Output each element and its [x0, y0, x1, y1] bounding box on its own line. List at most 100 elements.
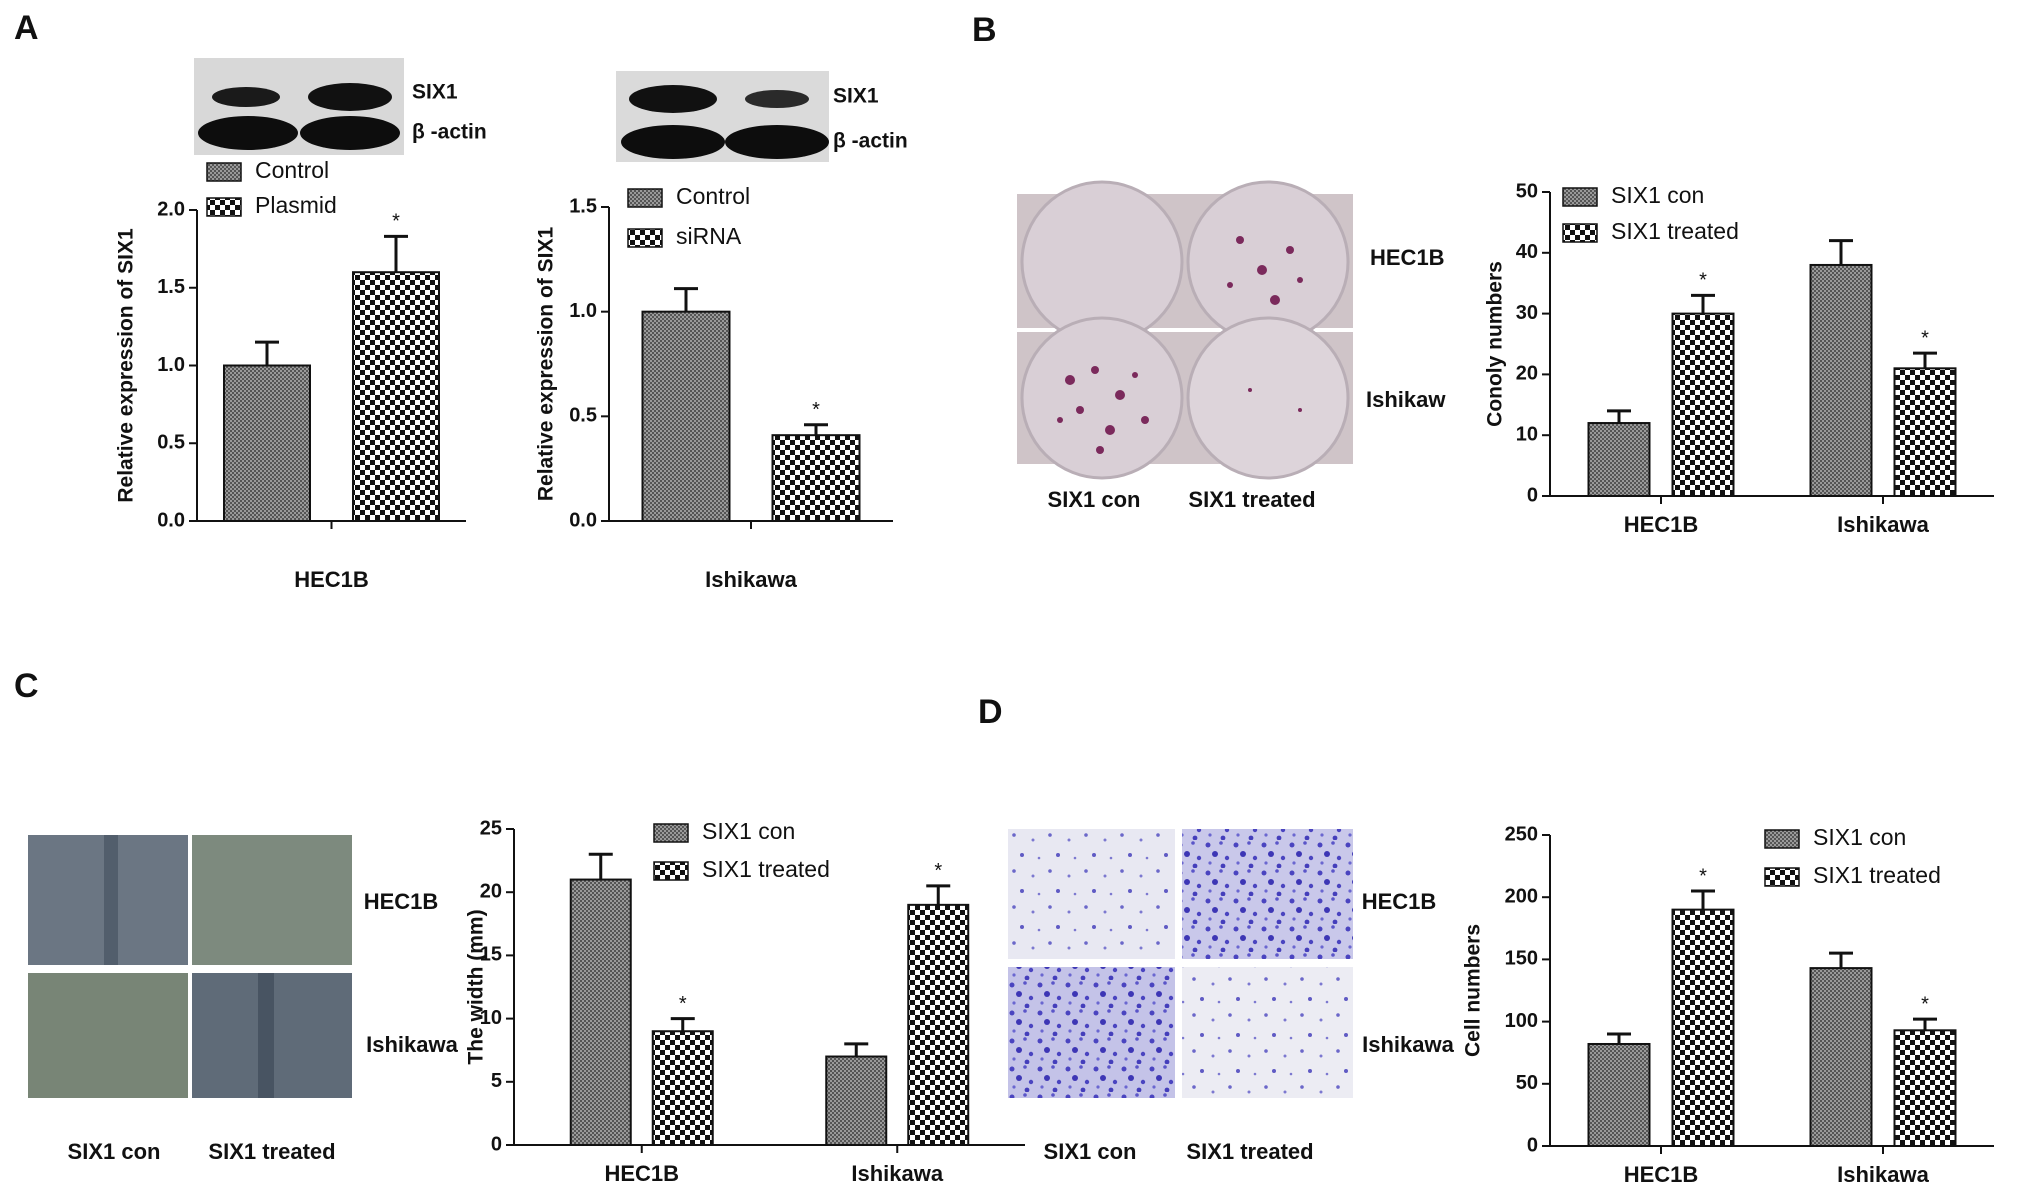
y-tick-label: 100 — [1505, 1010, 1538, 1032]
legend-label: siRNA — [676, 223, 742, 249]
y-axis-label: Relative expression of SIX1 — [535, 227, 558, 502]
y-tick-label: 50 — [1516, 180, 1538, 202]
y-tick-label: 1.0 — [569, 300, 597, 322]
error-bar — [1829, 239, 1853, 265]
y-tick-label: 1.5 — [157, 276, 185, 298]
colony-image — [1017, 180, 1353, 480]
legend-label: SIX1 con — [702, 818, 795, 844]
x-tick-label: HEC1B — [604, 1161, 679, 1186]
x-tick-label: Ishikawa — [705, 567, 797, 592]
bar — [223, 364, 311, 522]
bar — [651, 1030, 714, 1146]
significance-mark: * — [812, 399, 820, 421]
image-row-label: Ishikawa — [1362, 1032, 1454, 1057]
image-row-label: HEC1B — [1370, 245, 1445, 270]
legend-swatch — [627, 188, 663, 208]
error-bar — [1607, 409, 1631, 424]
significance-mark: * — [1921, 327, 1929, 349]
y-tick-label: 5 — [491, 1070, 502, 1092]
x-tick-label: Ishikawa — [1837, 1162, 1929, 1187]
error-bar — [1913, 1017, 1937, 1031]
error-bar — [670, 1017, 695, 1032]
y-tick-label: 0 — [1527, 484, 1538, 506]
y-tick-label: 0.0 — [569, 509, 597, 531]
legend-swatch — [1562, 187, 1598, 207]
error-bar — [384, 234, 408, 273]
panel-label: D — [978, 693, 1003, 731]
bar — [825, 1055, 888, 1147]
legend-swatch — [1764, 829, 1800, 849]
error-bar — [926, 884, 951, 905]
western-blot — [194, 58, 404, 155]
significance-mark: * — [1699, 865, 1707, 887]
error-bar — [255, 340, 279, 366]
legend-label: Control — [255, 157, 329, 183]
bar — [641, 310, 731, 522]
y-tick-label: 15 — [480, 944, 502, 966]
legend-label: SIX1 treated — [1813, 862, 1941, 888]
image-row-label: HEC1B — [364, 889, 439, 914]
panel-label: C — [14, 667, 39, 705]
image-column-label: SIX1 con — [1044, 1139, 1137, 1164]
legend-label: SIX1 con — [1611, 182, 1704, 208]
y-tick-label: 10 — [1516, 423, 1538, 445]
y-tick-label: 50 — [1516, 1072, 1538, 1094]
bar — [1671, 312, 1735, 497]
image-column-label: SIX1 treated — [208, 1139, 335, 1164]
panel-label: B — [972, 11, 997, 49]
bar — [1893, 367, 1957, 498]
y-tick-label: 0.5 — [157, 432, 185, 454]
legend-swatch — [1764, 867, 1800, 887]
y-axis-label: Cell numbers — [1462, 924, 1485, 1057]
y-tick-label: 0 — [491, 1133, 502, 1155]
y-tick-label: 0.0 — [157, 509, 185, 531]
y-tick-label: 20 — [1516, 363, 1538, 385]
legend-swatch — [627, 228, 663, 248]
y-tick-label: 2.0 — [157, 198, 185, 220]
y-tick-label: 200 — [1505, 885, 1538, 907]
y-tick-label: 30 — [1516, 302, 1538, 324]
significance-mark: * — [392, 211, 400, 233]
y-tick-label: 0.5 — [569, 405, 597, 427]
legend-swatch — [653, 823, 689, 843]
bar — [1893, 1029, 1957, 1147]
x-tick-label: Ishikawa — [1837, 512, 1929, 537]
significance-mark: * — [934, 860, 942, 882]
y-tick-label: 0 — [1527, 1134, 1538, 1156]
error-bar — [1607, 1032, 1631, 1044]
legend-swatch — [206, 197, 242, 217]
y-tick-label: 1.5 — [569, 195, 597, 217]
error-bar — [674, 287, 698, 312]
legend-label: SIX1 treated — [702, 856, 830, 882]
y-tick-label: 25 — [480, 817, 502, 839]
y-axis-label: The width (mm) — [465, 909, 488, 1064]
bar — [1809, 967, 1873, 1147]
legend-swatch — [206, 162, 242, 182]
bar — [1671, 908, 1735, 1148]
x-tick-label: HEC1B — [294, 567, 369, 592]
y-tick-label: 150 — [1505, 948, 1538, 970]
legend-swatch — [1562, 223, 1598, 243]
y-tick-label: 1.0 — [157, 354, 185, 376]
x-tick-label: HEC1B — [1624, 512, 1699, 537]
error-bar — [1913, 351, 1937, 369]
error-bar — [844, 1042, 869, 1057]
blot-label: β -actin — [833, 130, 908, 153]
legend-label: Plasmid — [255, 192, 337, 218]
bar — [1587, 422, 1651, 498]
image-column-label: SIX1 con — [68, 1139, 161, 1164]
bar — [771, 434, 861, 523]
bar — [1587, 1042, 1651, 1147]
western-blot — [616, 71, 829, 162]
image-column-label: SIX1 con — [1048, 487, 1141, 512]
blot-label: SIX1 — [412, 81, 458, 104]
legend-label: Control — [676, 183, 750, 209]
image-row-label: Ishikaw — [1366, 387, 1446, 412]
y-tick-label: 250 — [1505, 823, 1538, 845]
image-row-label: HEC1B — [1362, 889, 1437, 914]
bar — [1809, 263, 1873, 497]
legend-label: SIX1 con — [1813, 824, 1906, 850]
significance-mark: * — [1921, 993, 1929, 1015]
y-tick-label: 20 — [480, 880, 502, 902]
error-bar — [1691, 889, 1715, 910]
